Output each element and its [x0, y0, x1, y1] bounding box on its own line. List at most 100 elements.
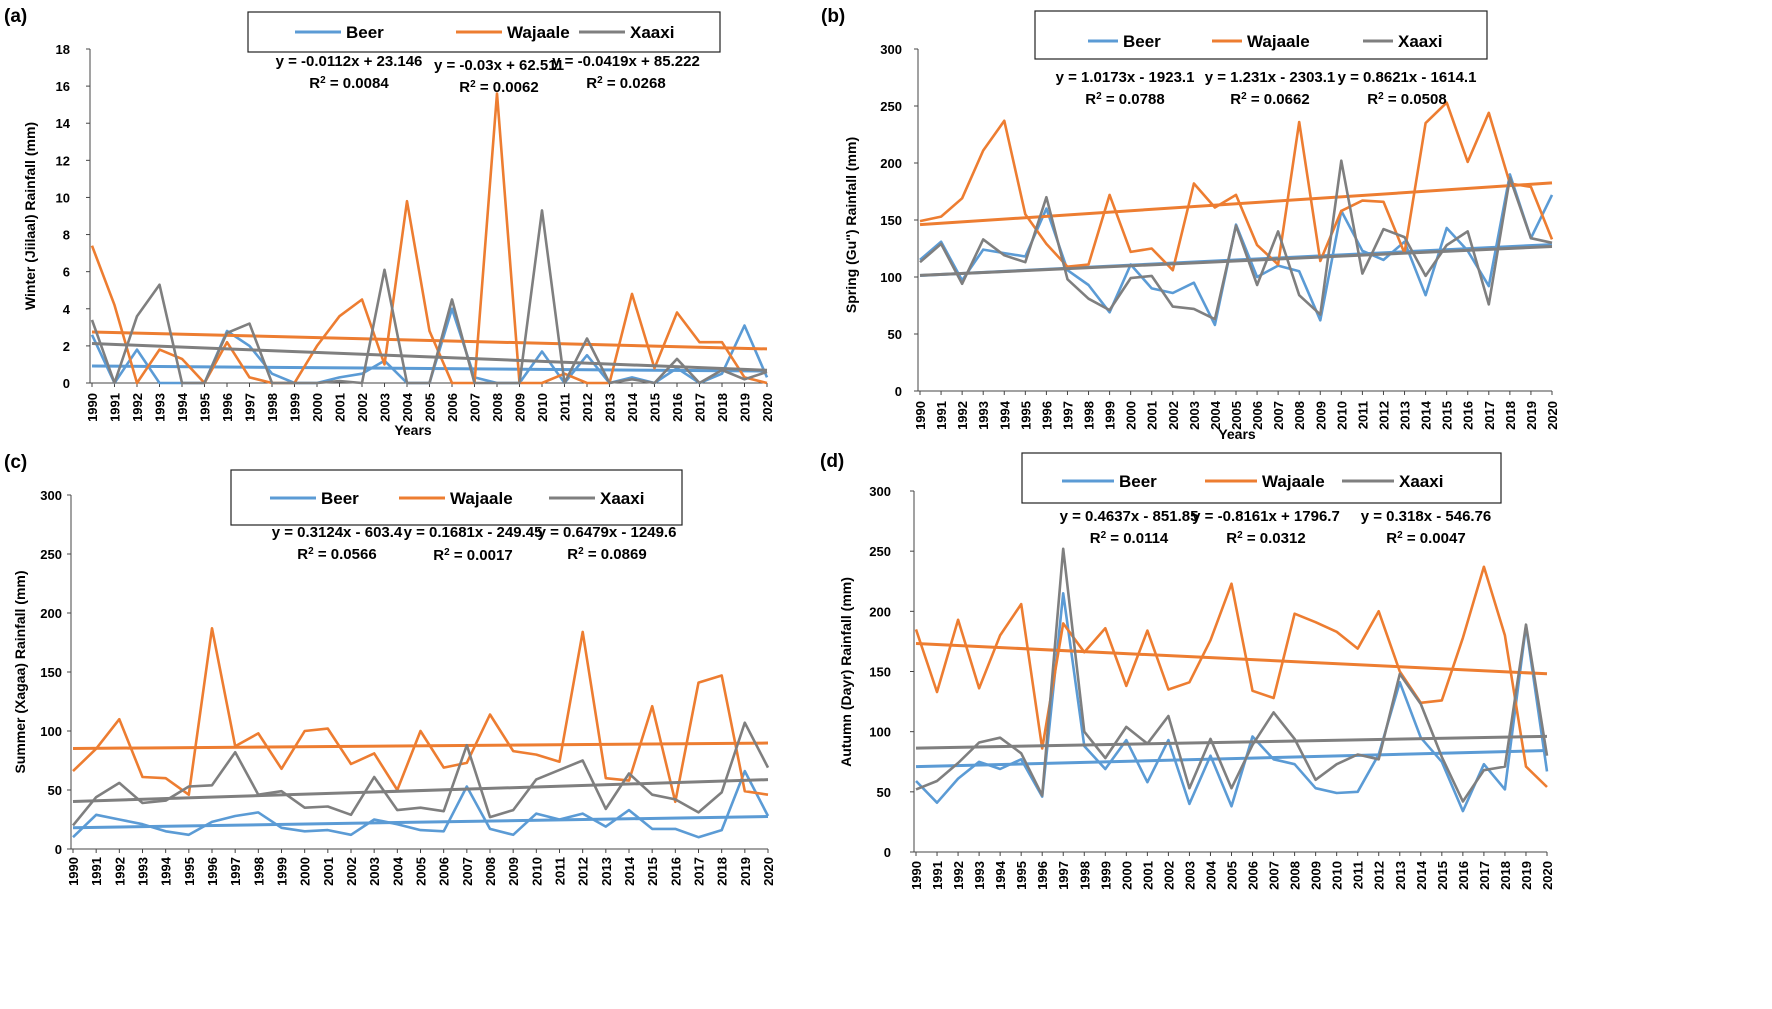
regression-equation: y = -0.8161x + 1796.7 [1192, 508, 1340, 525]
x-tick-label: 2010 [1334, 401, 1349, 430]
y-tick-label: 50 [877, 785, 891, 800]
x-tick-label: 1999 [1103, 401, 1118, 430]
legend-entry: Xaaxi [630, 23, 674, 42]
x-tick-label: 2002 [1166, 401, 1181, 430]
x-tick-label: 2012 [576, 857, 591, 886]
x-tick-label: 2015 [648, 393, 663, 422]
x-tick-label: 1992 [112, 857, 127, 886]
y-tick-label: 50 [888, 327, 902, 342]
legend-entry: Xaaxi [600, 489, 644, 508]
x-tick-label: 1998 [1077, 861, 1092, 890]
regression-equation: y = 0.3124x - 603.4 [272, 524, 403, 541]
y-tick-label: 10 [56, 190, 70, 205]
x-tick-label: 1997 [1060, 401, 1075, 430]
series-line-wajaale [72, 626, 769, 804]
r-squared-value: R2 = 0.0268 [586, 75, 665, 93]
x-tick-label: 2013 [599, 857, 614, 886]
x-tick-label: 1992 [130, 393, 145, 422]
x-tick-label: 1994 [993, 860, 1008, 890]
x-tick-label: 2010 [529, 857, 544, 886]
r-squared-value: R2 = 0.0017 [433, 547, 512, 565]
x-tick-label: 2005 [423, 393, 438, 422]
x-tick-label: 2018 [715, 857, 730, 886]
x-tick-label: 2003 [378, 393, 393, 422]
panel-label: (c) [4, 452, 27, 473]
trend-line-beer [72, 815, 769, 830]
x-tick-label: 2006 [445, 393, 460, 422]
x-tick-label: 2018 [1503, 401, 1518, 430]
x-tick-label: 1993 [976, 401, 991, 430]
x-tick-label: 2018 [715, 393, 730, 422]
r-squared-value: R2 = 0.0312 [1226, 530, 1305, 548]
x-tick-label: 1997 [228, 857, 243, 886]
trend-line-wajaale [91, 330, 768, 351]
x-tick-label: 2002 [344, 857, 359, 886]
legend-entry: Xaaxi [1398, 32, 1442, 51]
x-tick-label: 2009 [513, 393, 528, 422]
r-squared-value: R2 = 0.0084 [309, 75, 389, 93]
x-tick-label: 1993 [153, 393, 168, 422]
x-tick-label: 1990 [66, 857, 81, 886]
trend-line-beer [91, 364, 768, 373]
r-squared-value: R2 = 0.0047 [1386, 530, 1465, 548]
y-tick-label: 0 [884, 845, 891, 860]
x-tick-label: 2005 [1225, 861, 1240, 890]
legend-box [1021, 452, 1502, 504]
legend-entry: Wajaale [1262, 472, 1325, 491]
x-tick-label: 2009 [1313, 401, 1328, 430]
x-tick-label: 2013 [603, 393, 618, 422]
x-tick-label: 1992 [955, 401, 970, 430]
r-squared-value: R2 = 0.0062 [459, 79, 538, 97]
trend-line-xaaxi [91, 342, 768, 372]
x-tick-label: 2014 [1414, 860, 1429, 890]
x-tick-label: 2010 [1330, 861, 1345, 890]
y-tick-label: 50 [48, 783, 62, 798]
x-tick-label: 2011 [558, 393, 573, 421]
x-tick-label: 1999 [1098, 861, 1113, 890]
trend-line-xaaxi [915, 734, 1548, 750]
x-tick-label: 2002 [355, 393, 370, 422]
x-tick-label: 2000 [1119, 861, 1134, 890]
x-tick-label: 2004 [400, 392, 415, 422]
y-tick-label: 250 [40, 547, 62, 562]
panel-label: (a) [4, 6, 27, 27]
regression-equation: y = 0.318x - 546.76 [1361, 508, 1492, 525]
x-tick-label: 1993 [136, 857, 151, 886]
x-tick-label: 1996 [1039, 401, 1054, 430]
y-axis-title: Winter (Jiilaal) Rainfall (mm) [22, 122, 38, 310]
x-tick-label: 2000 [310, 393, 325, 422]
y-tick-label: 18 [56, 42, 70, 57]
x-tick-label: 1998 [265, 393, 280, 422]
legend-entry: Wajaale [1247, 32, 1310, 51]
x-tick-label: 2019 [738, 393, 753, 422]
chart-panel-4: (d) 0 50 100 150 200 250 300 1990 1991 1992 1993 199… [820, 451, 1555, 890]
chart-panel-1: (a) 0 2 4 6 8 10 12 14 16 18 1990 1991 1992 1993 1994 19… [4, 6, 775, 438]
y-tick-label: 300 [40, 488, 62, 503]
series-line-beer [915, 591, 1549, 813]
x-tick-label: 1994 [997, 400, 1012, 430]
x-tick-label: 2011 [553, 857, 568, 885]
x-tick-label: 2016 [1456, 861, 1471, 890]
legend-entry: Beer [321, 489, 359, 508]
y-tick-label: 300 [869, 484, 891, 499]
y-tick-label: 0 [63, 376, 70, 391]
x-tick-label: 2001 [333, 393, 348, 422]
r-squared-value: R2 = 0.0869 [567, 546, 646, 564]
x-tick-label: 2011 [1355, 401, 1370, 429]
y-tick-label: 250 [869, 544, 891, 559]
x-tick-label: 1990 [913, 401, 928, 430]
x-tick-label: 2008 [1288, 861, 1303, 890]
x-tick-label: 1999 [288, 393, 303, 422]
x-tick-label: 2011 [1351, 861, 1366, 889]
x-tick-label: 2016 [670, 393, 685, 422]
x-tick-label: 1990 [909, 861, 924, 890]
regression-equation: y = 0.8621x - 1614.1 [1338, 69, 1477, 86]
x-tick-label: 1995 [182, 857, 197, 886]
x-tick-label: 2009 [1309, 861, 1324, 890]
x-tick-label: 2017 [693, 393, 708, 422]
x-tick-label: 2018 [1498, 861, 1513, 890]
x-axis-title: Years [1218, 426, 1256, 442]
regression-equation: y = 1.231x - 2303.1 [1205, 69, 1336, 86]
x-tick-label: 2012 [580, 393, 595, 422]
